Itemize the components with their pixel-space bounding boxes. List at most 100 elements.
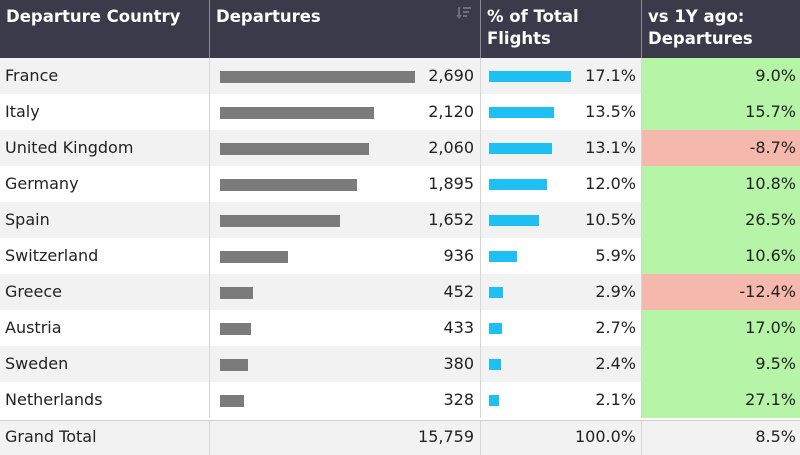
table-row[interactable]: United Kingdom 2,060 13.1% -8.7% bbox=[0, 130, 800, 166]
country-cell: Netherlands bbox=[0, 382, 210, 418]
country-cell: Spain bbox=[0, 202, 210, 238]
table-row[interactable]: Spain 1,652 10.5% 26.5% bbox=[0, 202, 800, 238]
share-bar bbox=[489, 287, 503, 298]
departures-bar bbox=[220, 179, 357, 191]
share-bar bbox=[489, 179, 547, 190]
departures-value: 2,120 bbox=[428, 102, 474, 121]
share-value: 13.1% bbox=[585, 138, 636, 157]
share-cell: 10.5% bbox=[481, 202, 642, 238]
share-value: 5.9% bbox=[595, 246, 636, 265]
share-value: 13.5% bbox=[585, 102, 636, 121]
country-cell: Italy bbox=[0, 94, 210, 130]
share-value: 2.1% bbox=[595, 390, 636, 409]
share-value: 17.1% bbox=[585, 66, 636, 85]
departures-value: 2,060 bbox=[428, 138, 474, 157]
country-cell: Sweden bbox=[0, 346, 210, 382]
column-header-departures[interactable]: Departures bbox=[210, 0, 481, 58]
share-cell: 12.0% bbox=[481, 166, 642, 202]
share-value: 2.7% bbox=[595, 318, 636, 337]
column-header-vs-1y[interactable]: vs 1Y ago: Departures bbox=[648, 7, 753, 48]
vs-1y-cell-positive: 10.6% bbox=[642, 238, 800, 274]
vs-1y-cell-positive: 17.0% bbox=[642, 310, 800, 346]
share-bar bbox=[489, 107, 554, 118]
sort-descending-icon[interactable] bbox=[456, 6, 472, 20]
table-row[interactable]: Greece 452 2.9% -12.4% bbox=[0, 274, 800, 310]
share-bar bbox=[489, 251, 517, 262]
share-bar bbox=[489, 359, 501, 370]
share-cell: 17.1% bbox=[481, 58, 642, 94]
departures-value: 328 bbox=[443, 390, 474, 409]
country-cell: Germany bbox=[0, 166, 210, 202]
country-cell: France bbox=[0, 58, 210, 94]
departures-value: 1,652 bbox=[428, 210, 474, 229]
departures-cell: 1,652 bbox=[210, 202, 481, 238]
departures-bar bbox=[220, 395, 244, 407]
share-bar bbox=[489, 323, 502, 334]
table-row[interactable]: Italy 2,120 13.5% 15.7% bbox=[0, 94, 800, 130]
departures-value: 452 bbox=[443, 282, 474, 301]
departures-cell: 2,120 bbox=[210, 94, 481, 130]
grand-total-departures-value: 15,759 bbox=[418, 427, 474, 446]
table-row[interactable]: Switzerland 936 5.9% 10.6% bbox=[0, 238, 800, 274]
departures-value: 433 bbox=[443, 318, 474, 337]
table-row[interactable]: Netherlands 328 2.1% 27.1% bbox=[0, 382, 800, 418]
departures-cell: 2,690 bbox=[210, 58, 481, 94]
departures-value: 2,690 bbox=[428, 66, 474, 85]
share-cell: 13.5% bbox=[481, 94, 642, 130]
share-bar bbox=[489, 215, 539, 226]
share-cell: 2.9% bbox=[481, 274, 642, 310]
table-row[interactable]: Germany 1,895 12.0% 10.8% bbox=[0, 166, 800, 202]
table-row[interactable]: Austria 433 2.7% 17.0% bbox=[0, 310, 800, 346]
departures-cell: 452 bbox=[210, 274, 481, 310]
country-cell: Austria bbox=[0, 310, 210, 346]
share-cell: 2.7% bbox=[481, 310, 642, 346]
share-cell: 13.1% bbox=[481, 130, 642, 166]
vs-1y-cell-negative: -12.4% bbox=[642, 274, 800, 310]
share-value: 10.5% bbox=[585, 210, 636, 229]
column-header-departures-label: Departures bbox=[216, 7, 321, 26]
country-cell: Greece bbox=[0, 274, 210, 310]
vs-1y-cell-positive: 10.8% bbox=[642, 166, 800, 202]
vs-1y-cell-positive: 9.0% bbox=[642, 58, 800, 94]
share-bar bbox=[489, 395, 499, 406]
departures-cell: 936 bbox=[210, 238, 481, 274]
table-row[interactable]: France 2,690 17.1% 9.0% bbox=[0, 58, 800, 94]
vs-1y-cell-positive: 15.7% bbox=[642, 94, 800, 130]
column-header-country[interactable]: Departure Country bbox=[0, 0, 210, 58]
grand-total-row: Grand Total 15,759 100.0% 8.5% bbox=[0, 420, 800, 455]
share-cell: 5.9% bbox=[481, 238, 642, 274]
departures-bar bbox=[220, 323, 251, 335]
share-bar bbox=[489, 71, 571, 82]
grand-total-departures: 15,759 bbox=[210, 421, 481, 455]
share-value: 2.9% bbox=[595, 282, 636, 301]
departures-bar bbox=[220, 215, 340, 227]
departures-bar bbox=[220, 107, 374, 119]
departures-value: 1,895 bbox=[428, 174, 474, 193]
departures-bar bbox=[220, 359, 248, 371]
grand-total-share-value: 100.0% bbox=[574, 427, 636, 446]
vs-1y-cell-negative: -8.7% bbox=[642, 130, 800, 166]
vs-1y-cell-positive: 26.5% bbox=[642, 202, 800, 238]
column-header-share[interactable]: % of Total Flights bbox=[481, 0, 642, 58]
departures-cell: 380 bbox=[210, 346, 481, 382]
departures-bar bbox=[220, 287, 253, 299]
vs-1y-cell-positive: 27.1% bbox=[642, 382, 800, 418]
country-cell: Switzerland bbox=[0, 238, 210, 274]
grand-total-vs-1y: 8.5% bbox=[755, 427, 796, 446]
share-cell: 2.4% bbox=[481, 346, 642, 382]
departures-cell: 2,060 bbox=[210, 130, 481, 166]
grand-total-label: Grand Total bbox=[0, 421, 210, 455]
share-value: 12.0% bbox=[585, 174, 636, 193]
departures-bar bbox=[220, 143, 369, 155]
share-bar bbox=[489, 143, 552, 154]
departures-cell: 433 bbox=[210, 310, 481, 346]
share-cell: 2.1% bbox=[481, 382, 642, 418]
grand-total-share: 100.0% bbox=[481, 421, 642, 455]
table-row[interactable]: Sweden 380 2.4% 9.5% bbox=[0, 346, 800, 382]
departures-value: 936 bbox=[443, 246, 474, 265]
vs-1y-cell-positive: 9.5% bbox=[642, 346, 800, 382]
share-value: 2.4% bbox=[595, 354, 636, 373]
country-cell: United Kingdom bbox=[0, 130, 210, 166]
departures-value: 380 bbox=[443, 354, 474, 373]
